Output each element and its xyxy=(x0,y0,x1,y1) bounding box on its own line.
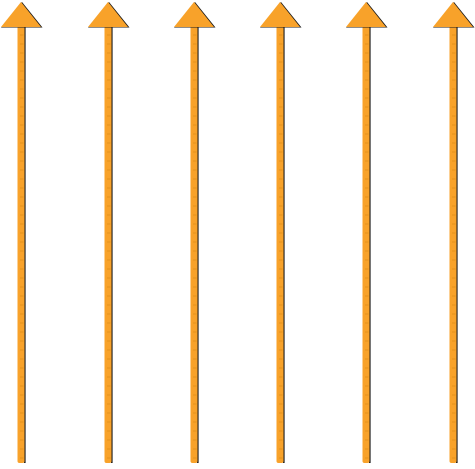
arrow-shaft xyxy=(17,26,25,463)
arrow-shaft-shadow xyxy=(197,26,199,463)
up-arrow-2 xyxy=(88,2,130,463)
arrow-head xyxy=(1,2,41,27)
arrow-shaft xyxy=(104,26,112,463)
arrow-head xyxy=(433,2,473,27)
arrow-head xyxy=(260,2,300,27)
arrow-head xyxy=(174,2,214,27)
up-arrow-4 xyxy=(260,2,302,463)
arrow-head xyxy=(88,2,128,27)
arrow-shaft-shadow xyxy=(283,26,285,463)
up-arrow-5 xyxy=(346,2,388,463)
arrow-shaft xyxy=(276,26,284,463)
up-arrow-1 xyxy=(1,2,43,463)
arrow-shaft-shadow xyxy=(24,26,26,463)
arrow-head xyxy=(346,2,386,27)
arrow-shaft xyxy=(449,26,457,463)
arrow-shaft xyxy=(362,26,370,463)
arrow-shaft-shadow xyxy=(456,26,458,463)
arrow-shaft-shadow xyxy=(369,26,371,463)
arrow-shaft xyxy=(190,26,198,463)
arrow-shaft-shadow xyxy=(111,26,113,463)
up-arrow-3 xyxy=(174,2,216,463)
up-arrow-6 xyxy=(433,2,475,463)
